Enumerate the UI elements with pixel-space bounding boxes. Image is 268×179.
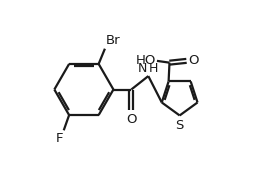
Text: H: H — [149, 62, 159, 75]
Text: N: N — [137, 62, 147, 75]
Text: O: O — [126, 113, 137, 126]
Text: HO: HO — [136, 54, 156, 67]
Text: F: F — [55, 132, 63, 145]
Text: Br: Br — [106, 34, 120, 47]
Text: S: S — [176, 119, 184, 132]
Text: O: O — [188, 54, 198, 67]
